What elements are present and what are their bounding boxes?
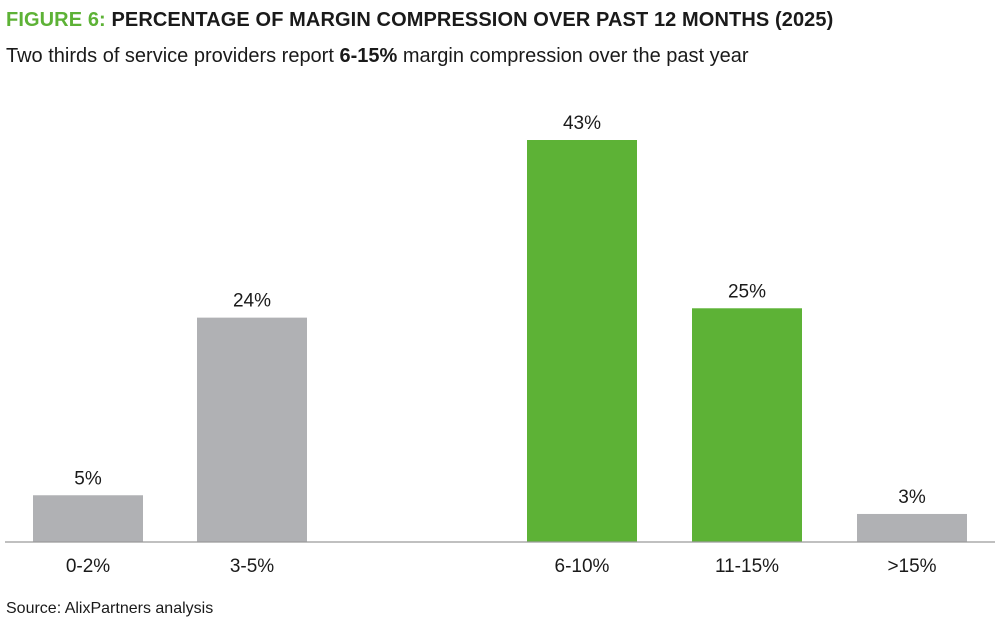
figure-label: FIGURE 6:	[6, 9, 106, 31]
x-tick-label-2: 3-5%	[230, 556, 274, 577]
chart-subtitle: Two thirds of service providers report 6…	[6, 45, 749, 68]
x-tick-label-5: >15%	[887, 556, 936, 577]
bar-4	[692, 308, 802, 542]
bars-group	[33, 140, 967, 542]
bar-2	[197, 317, 307, 542]
value-label-5: 3%	[898, 487, 926, 508]
subtitle-highlight: 6-15%	[339, 45, 398, 67]
source-note: Source: AlixPartners analysis	[6, 600, 214, 617]
subtitle-prefix: Two thirds of service providers report	[6, 45, 340, 67]
x-tick-labels-group: 0-2% 3-5% 6-10% 11-15% >15%	[66, 556, 937, 577]
bar-3	[527, 140, 637, 542]
bar-1	[33, 495, 143, 542]
bar-chart: 5% 24% 43% 25% 3% 0-2% 3-5% 6-10% 11-15% >15%	[5, 113, 995, 577]
x-tick-label-3: 6-10%	[555, 556, 610, 577]
subtitle-suffix: margin compression over the past year	[397, 45, 749, 67]
bar-5	[857, 513, 967, 542]
chart-title: FIGURE 6: PERCENTAGE OF MARGIN COMPRESSI…	[6, 9, 833, 32]
value-label-4: 25%	[728, 281, 766, 302]
title-text: PERCENTAGE OF MARGIN COMPRESSION OVER PA…	[105, 9, 834, 31]
x-tick-label-1: 0-2%	[66, 556, 110, 577]
x-tick-label-4: 11-15%	[715, 556, 779, 577]
value-label-3: 43%	[563, 113, 601, 134]
value-labels-group: 5% 24% 43% 25% 3%	[74, 113, 926, 508]
value-label-1: 5%	[74, 468, 102, 489]
value-label-2: 24%	[233, 291, 271, 312]
